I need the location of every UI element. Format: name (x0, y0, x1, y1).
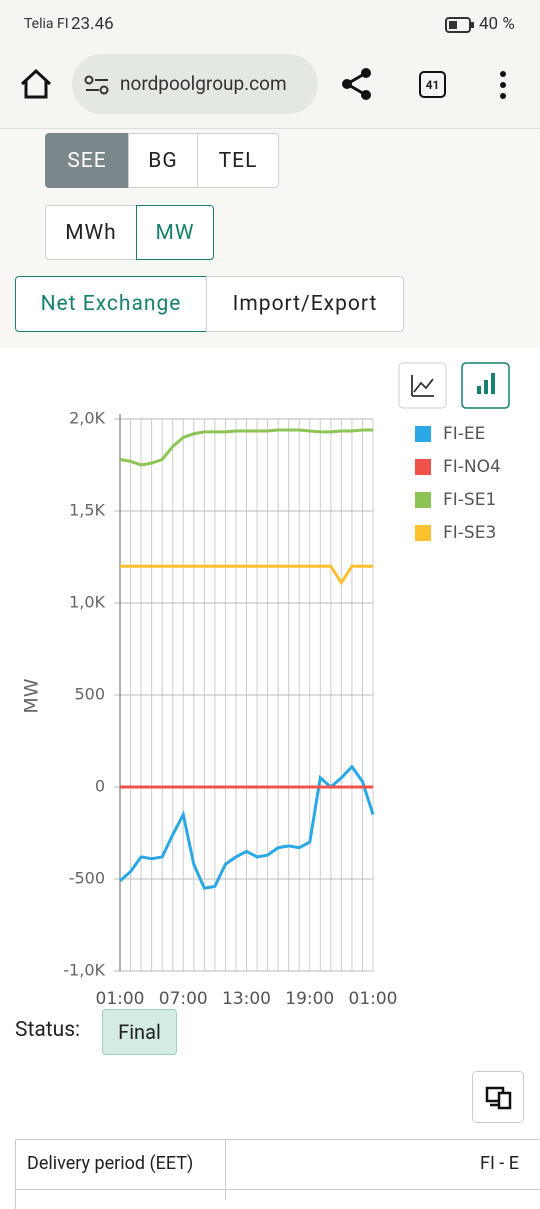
series-line (119, 428, 373, 467)
x-tick-label: 19:00 (285, 989, 334, 1008)
y-axis-label: MW (21, 678, 43, 713)
status-badge: Final (102, 1009, 177, 1055)
y-tick-label: 1,5K (69, 501, 105, 520)
table (15, 1139, 540, 1209)
x-tick-label: 07:00 (159, 989, 208, 1008)
battery-icon (445, 17, 474, 33)
home-button[interactable] (18, 66, 54, 102)
url-bar[interactable] (72, 54, 318, 114)
site-settings-icon[interactable] (84, 74, 110, 96)
chart: MW 01:00 07:00 13:00 19:00 01:00 -1,0K -500 0 50… (21, 362, 510, 1008)
y-tick-label: -500 (69, 869, 105, 888)
y-tick-label: 0 (95, 777, 105, 796)
status-label: Status: (15, 1018, 81, 1042)
view-tab[interactable]: Net Exchange (15, 276, 207, 332)
unit-tab[interactable]: MW (136, 205, 214, 260)
series-line (120, 564, 373, 586)
y-tick-label: 500 (74, 685, 105, 704)
table-header: FI - E (480, 1153, 519, 1174)
x-tick-label: 13:00 (222, 989, 271, 1008)
unit-tab[interactable]: MWh (45, 205, 137, 260)
url[interactable]: nordpoolgroup.com (120, 72, 287, 95)
legend-swatch (415, 426, 431, 442)
area-tab[interactable]: BG (128, 133, 198, 188)
x-tick-label: 01:00 (96, 989, 145, 1008)
share-button[interactable] (340, 66, 374, 102)
legend-label: FI-SE3 (443, 523, 496, 543)
y-tick-label: -1,0K (63, 961, 105, 980)
y-tick-label: 2,0K (69, 409, 105, 428)
legend-swatch (415, 525, 431, 541)
legend-swatch (415, 459, 431, 475)
tab-count[interactable]: 41 (419, 71, 446, 98)
table-header: Delivery period (EET) (27, 1153, 194, 1174)
menu-button[interactable] (496, 68, 510, 102)
x-tick-label: 01:00 (349, 989, 398, 1008)
legend-label: FI-SE1 (443, 490, 496, 510)
legend-swatch (415, 492, 431, 508)
battery: 40 % (479, 14, 515, 34)
legend-label: FI-EE (443, 424, 485, 444)
line-view-icon (411, 375, 434, 397)
carrier: Telia FI (24, 16, 69, 32)
table-row-line (16, 1189, 540, 1190)
view-tab[interactable]: Import/Export (206, 276, 404, 332)
legend-label: FI-NO4 (443, 457, 501, 477)
area-tab[interactable]: SEE (45, 133, 129, 188)
table-divider (225, 1139, 226, 1200)
area-tab[interactable]: TEL (197, 133, 279, 188)
y-tick-label: 1,0K (69, 593, 105, 612)
table-view-button[interactable] (472, 1071, 524, 1123)
bar-view-icon (477, 373, 495, 394)
clock: 23.46 (71, 14, 114, 34)
